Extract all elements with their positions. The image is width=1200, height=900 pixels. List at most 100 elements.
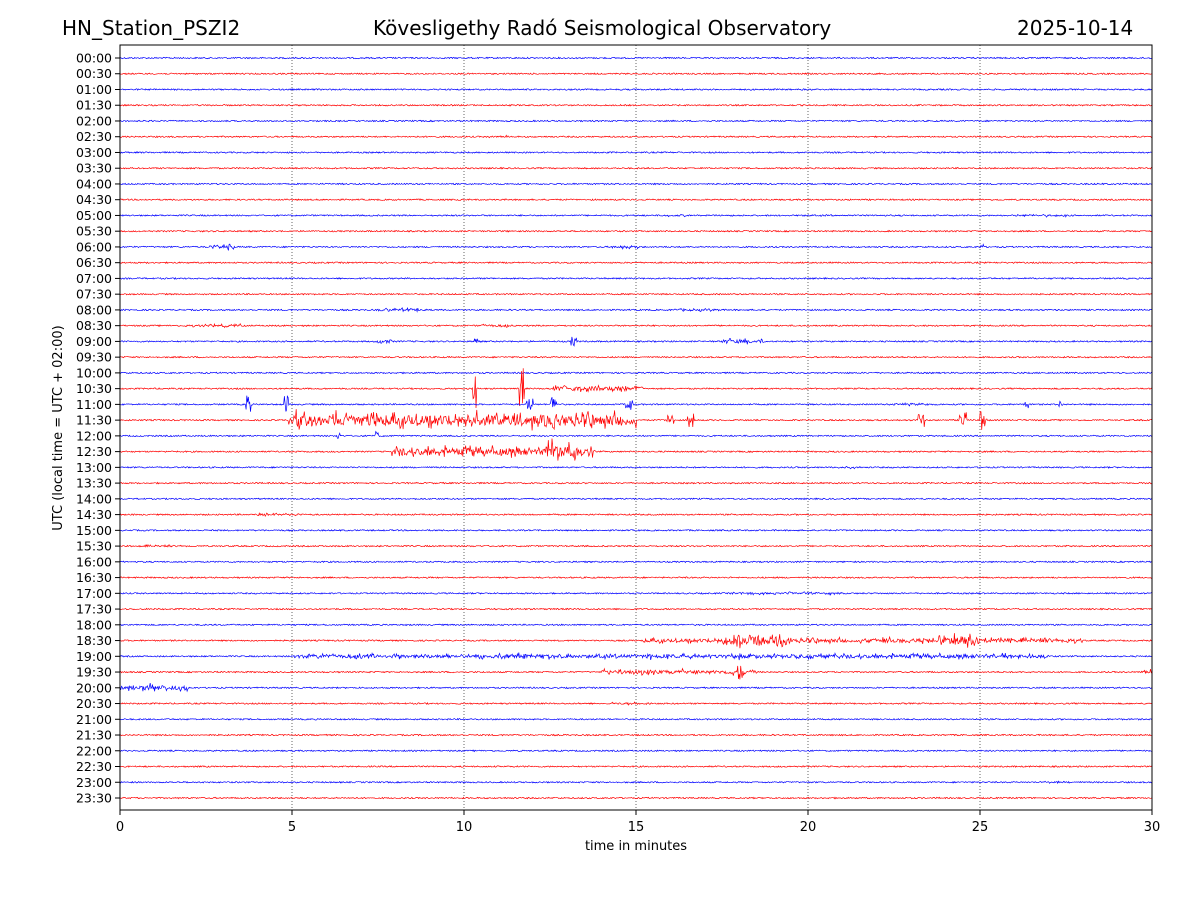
trace-1730 — [119, 607, 1153, 611]
trace-1930 — [119, 665, 1153, 680]
trace-0630 — [119, 261, 1153, 265]
trace-1530 — [119, 543, 1153, 548]
trace-1500 — [119, 528, 1153, 532]
y-tick-label: 20:00 — [76, 680, 112, 695]
trace-0800 — [119, 307, 1153, 313]
trace-1800 — [119, 623, 1153, 627]
trace-0130 — [119, 103, 1153, 107]
y-tick-label: 21:00 — [76, 712, 112, 727]
y-tick-label: 16:30 — [76, 570, 112, 585]
trace-0500 — [119, 213, 1153, 218]
y-tick-label: 00:00 — [76, 51, 112, 66]
trace-1630 — [119, 576, 1153, 579]
y-tick-label: 11:00 — [76, 397, 112, 412]
trace-1300 — [119, 465, 1153, 470]
chart-title: Kövesligethy Radó Seismological Observat… — [373, 16, 832, 40]
trace-0100 — [120, 88, 1153, 91]
y-tick-label: 20:30 — [76, 696, 112, 711]
x-tick-label: 5 — [288, 820, 296, 835]
trace-2330 — [119, 796, 1153, 800]
y-tick-label: 23:00 — [76, 775, 112, 790]
y-tick-label: 17:00 — [76, 586, 112, 601]
trace-2030 — [119, 701, 1153, 706]
trace-1230 — [119, 438, 1153, 461]
y-tick-label: 08:30 — [76, 318, 112, 333]
y-tick-label: 13:00 — [76, 460, 112, 475]
x-tick-label: 10 — [456, 820, 473, 835]
y-axis-label: UTC (local time = UTC + 02:00) — [51, 325, 66, 530]
y-tick-label: 07:30 — [76, 287, 112, 302]
y-tick-label: 02:30 — [76, 129, 112, 144]
station-name: HN_Station_PSZI2 — [62, 16, 241, 40]
trace-0930 — [119, 355, 1153, 359]
trace-1830 — [119, 633, 1153, 649]
trace-1430 — [119, 512, 1153, 518]
y-tick-label: 17:30 — [76, 602, 112, 617]
trace-1130 — [119, 409, 1153, 431]
trace-0430 — [120, 198, 1152, 202]
x-axis: 0 5 10 15 20 25 30 — [116, 810, 1160, 835]
y-tick-label: 21:30 — [76, 728, 112, 743]
y-tick-label: 22:00 — [76, 743, 112, 758]
trace-0400 — [119, 182, 1153, 186]
trace-1330 — [119, 481, 1153, 485]
x-tick-label: 30 — [1144, 820, 1161, 835]
trace-2230 — [119, 765, 1153, 768]
trace-0730 — [119, 292, 1153, 296]
x-tick-label: 15 — [628, 820, 645, 835]
y-tick-label: 04:30 — [76, 192, 112, 207]
y-tick-label: 05:30 — [76, 224, 112, 239]
trace-0530 — [119, 229, 1152, 233]
trace-2200 — [119, 749, 1153, 753]
trace-1600 — [119, 560, 1153, 564]
y-tick-label: 03:30 — [76, 161, 112, 176]
y-tick-label: 06:00 — [76, 239, 112, 254]
y-tick-label: 01:00 — [76, 82, 112, 97]
trace-0700 — [119, 276, 1153, 280]
y-tick-label: 18:30 — [76, 633, 112, 648]
y-tick-label: 01:30 — [76, 98, 112, 113]
y-tick-label: 19:30 — [76, 665, 112, 680]
trace-1900 — [119, 652, 1153, 661]
trace-2100 — [119, 717, 1153, 721]
trace-0900 — [119, 336, 1153, 347]
y-tick-label: 19:00 — [76, 649, 112, 664]
y-tick-label: 14:30 — [76, 507, 112, 522]
y-tick-label: 15:00 — [76, 523, 112, 538]
traces — [119, 56, 1153, 800]
x-tick-label: 25 — [972, 820, 989, 835]
trace-0200 — [119, 119, 1153, 123]
trace-1400 — [119, 497, 1153, 501]
y-tick-label: 07:00 — [76, 271, 112, 286]
trace-0830 — [119, 322, 1153, 329]
y-tick-label: 00:30 — [76, 66, 112, 81]
trace-1700 — [119, 591, 1153, 596]
y-tick-label: 09:30 — [76, 350, 112, 365]
trace-1030 — [119, 368, 1153, 409]
y-tick-label: 22:30 — [76, 759, 112, 774]
trace-0230 — [119, 134, 1153, 139]
trace-0600 — [119, 243, 1153, 251]
y-tick-label: 16:00 — [76, 554, 112, 569]
y-tick-label: 06:30 — [76, 255, 112, 270]
y-tick-label: 02:00 — [76, 113, 112, 128]
trace-2130 — [119, 733, 1153, 737]
y-tick-label: 04:00 — [76, 176, 112, 191]
y-tick-label: 11:30 — [76, 413, 112, 428]
trace-0000 — [119, 56, 1152, 60]
chart-date: 2025-10-14 — [1017, 16, 1134, 40]
y-tick-label: 10:30 — [76, 381, 112, 396]
y-tick-label: 05:00 — [76, 208, 112, 223]
trace-1200 — [119, 430, 1153, 439]
y-tick-label: 12:00 — [76, 428, 112, 443]
trace-0300 — [119, 151, 1153, 154]
trace-0030 — [119, 72, 1153, 76]
trace-1100 — [119, 395, 1153, 412]
y-axis: 00:0000:3001:0001:3002:0002:3003:0003:30… — [76, 51, 120, 806]
y-tick-label: 09:00 — [76, 334, 112, 349]
x-axis-label: time in minutes — [585, 839, 687, 854]
y-tick-label: 15:30 — [76, 539, 112, 554]
y-tick-label: 18:00 — [76, 617, 112, 632]
y-tick-label: 23:30 — [76, 791, 112, 806]
